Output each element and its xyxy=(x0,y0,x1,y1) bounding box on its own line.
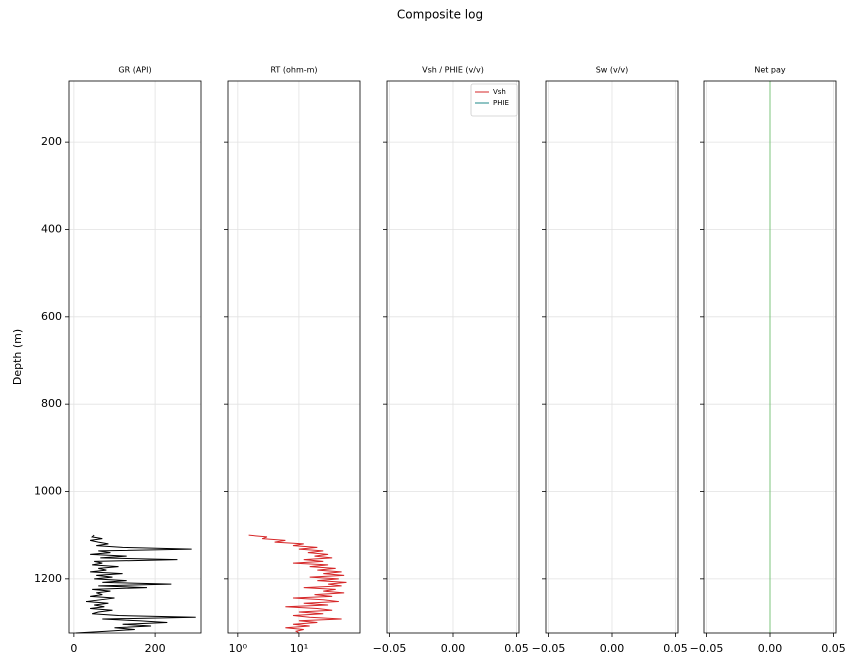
x-tick-label: 0.05 xyxy=(663,642,688,655)
panel-title: Vsh / PHIE (v/v) xyxy=(422,66,484,75)
panel-frame xyxy=(227,80,361,634)
x-tick-label: 0.00 xyxy=(441,642,466,655)
panel-frame xyxy=(68,80,202,634)
x-tick-label: −0.05 xyxy=(690,642,724,655)
panel-frame xyxy=(545,80,679,634)
panel-title: Sw (v/v) xyxy=(596,66,629,75)
legend-label: PHIE xyxy=(493,99,509,107)
y-tick-label: 600 xyxy=(41,310,62,323)
legend-label: Vsh xyxy=(493,88,506,96)
log-curve xyxy=(248,534,347,634)
x-tick-label: 0.00 xyxy=(600,642,625,655)
x-tick-label: 200 xyxy=(145,642,166,655)
panel-frame xyxy=(386,80,520,634)
y-tick-label: 400 xyxy=(41,222,62,235)
x-tick-label: 0.00 xyxy=(758,642,783,655)
log-curve xyxy=(75,534,196,634)
x-tick-label: 0.05 xyxy=(821,642,846,655)
x-tick-label: 0.05 xyxy=(504,642,529,655)
y-tick-label: 1000 xyxy=(34,485,62,498)
figure-title: Composite log xyxy=(397,8,483,22)
y-tick-label: 200 xyxy=(41,135,62,148)
y-tick-label: 1200 xyxy=(34,572,62,585)
y-tick-label: 800 xyxy=(41,397,62,410)
x-tick-label: −0.05 xyxy=(532,642,566,655)
x-tick-label: 10¹ xyxy=(290,642,308,655)
y-axis-label: Depth (m) xyxy=(11,329,24,385)
x-tick-label: 0 xyxy=(70,642,77,655)
panel-title: Net pay xyxy=(754,66,786,75)
panel-title: GR (API) xyxy=(118,66,151,75)
x-tick-label: −0.05 xyxy=(373,642,407,655)
panel-title: RT (ohm-m) xyxy=(270,66,317,75)
panel-frame xyxy=(703,80,837,634)
x-tick-label: 10⁰ xyxy=(229,642,248,655)
